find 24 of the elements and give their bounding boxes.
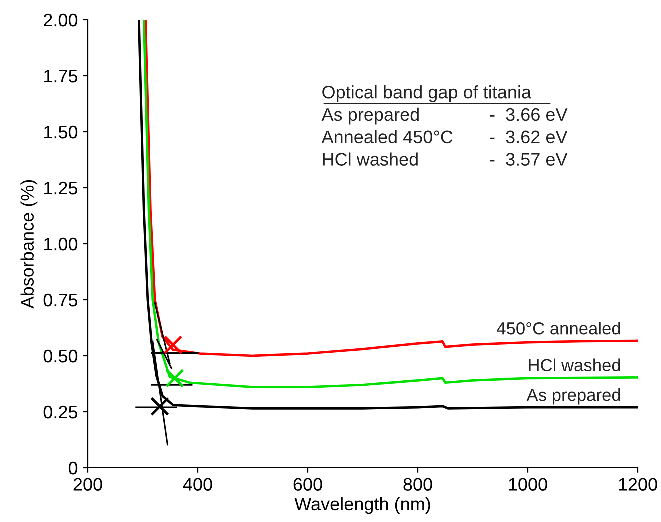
y-tick-label: 0.25 xyxy=(44,406,78,419)
annotation: Optical band gap of titania xyxy=(322,86,532,102)
y-tick-label: 0.50 xyxy=(44,350,78,363)
x-tick-label: 1000 xyxy=(509,478,548,491)
y-tick-label: 2.00 xyxy=(44,14,78,27)
y-tick-label: 1.25 xyxy=(44,182,78,195)
x-axis-title: Wavelength (nm) xyxy=(294,497,430,514)
y-tick-label: 1.75 xyxy=(44,70,78,83)
x-tick-label: 1200 xyxy=(619,478,658,491)
text: As prepared - 3.66 eV xyxy=(322,108,568,125)
y-tick-label: 0 xyxy=(68,462,78,475)
text: Annealed 450°C - 3.62 eV xyxy=(322,130,568,144)
y-tick-label: 1.00 xyxy=(44,238,78,251)
x-tick-label: 200 xyxy=(74,478,102,491)
x-tick-label: 600 xyxy=(294,478,322,491)
series-label: HCl washed xyxy=(529,358,620,372)
series-label: As prepared xyxy=(526,388,620,405)
x-tick-label: 800 xyxy=(404,478,432,491)
y-tick-label: 0.75 xyxy=(44,294,78,307)
series-label: 450°C annealed xyxy=(497,322,620,335)
x-tick-label: 400 xyxy=(183,478,212,491)
y-axis-title: Absorbance (%) xyxy=(20,180,38,309)
text: HCl washed - 3.57 eV xyxy=(323,152,568,166)
y-tick-label: 1.50 xyxy=(44,126,78,139)
